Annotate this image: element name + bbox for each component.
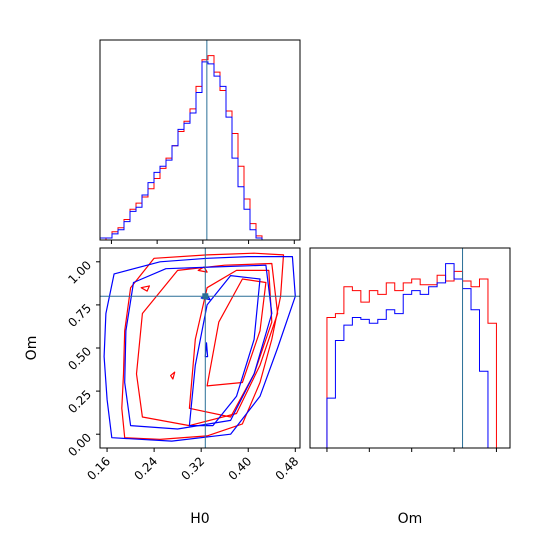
- h0-vs-om-contour-series-0-contour-3: [206, 278, 267, 387]
- h0-marginal-histogram-series-1: [100, 61, 280, 240]
- h0-vs-om-contour-series-1-contour-2: [188, 275, 261, 427]
- h0-vs-om-contour-series-0-contour-0: [121, 252, 285, 440]
- h0-vs-om-contour-series-1-contour-3: [204, 342, 209, 358]
- h0-vs-om-contour-x-tick-label: 0.48: [273, 454, 302, 483]
- h0-vs-om-contour-xlabel: H0: [190, 511, 209, 527]
- om-marginal-histogram-series-0: [318, 270, 505, 448]
- om-marginal-histogram-series-1: [318, 263, 505, 448]
- h0-marginal-histogram-series-0: [100, 55, 280, 240]
- h0-vs-om-contour-series-0-contour-5: [140, 285, 150, 292]
- h0-vs-om-contour-series-0-contour-1: [135, 262, 279, 427]
- h0-vs-om-contour-y-tick-label: 1.00: [65, 258, 94, 287]
- h0-vs-om-contour-y-tick-label: 0.25: [65, 387, 94, 416]
- h0-vs-om-contour-series-0-contour-6: [170, 371, 176, 380]
- h0-vs-om-contour-x-tick-label: 0.24: [131, 454, 160, 483]
- h0-vs-om-contour-y-tick-label: 0.50: [65, 344, 94, 373]
- h0-vs-om-contour-x-tick-label: 0.32: [179, 454, 208, 483]
- h0-marginal-histogram-frame: [99, 39, 301, 241]
- om-marginal-histogram-xlabel: Om: [398, 511, 423, 527]
- h0-vs-om-contour-series-1-contour-1: [124, 264, 273, 430]
- h0-vs-om-contour-truth-marker: [202, 293, 209, 300]
- h0-vs-om-contour-x-tick-label: 0.16: [84, 454, 113, 483]
- om-marginal-histogram-frame: [309, 247, 511, 449]
- h0-vs-om-contour-series-0-contour-2: [188, 269, 273, 418]
- h0-vs-om-contour-y-tick-label: 0.75: [65, 301, 94, 330]
- h0-vs-om-contour-y-tick-label: 0.00: [65, 430, 94, 459]
- h0-vs-om-contour-series-1-contour-0: [103, 256, 296, 442]
- h0-vs-om-contour-x-tick-label: 0.40: [226, 454, 255, 483]
- h0-vs-om-contour-ylabel: Om: [24, 336, 40, 361]
